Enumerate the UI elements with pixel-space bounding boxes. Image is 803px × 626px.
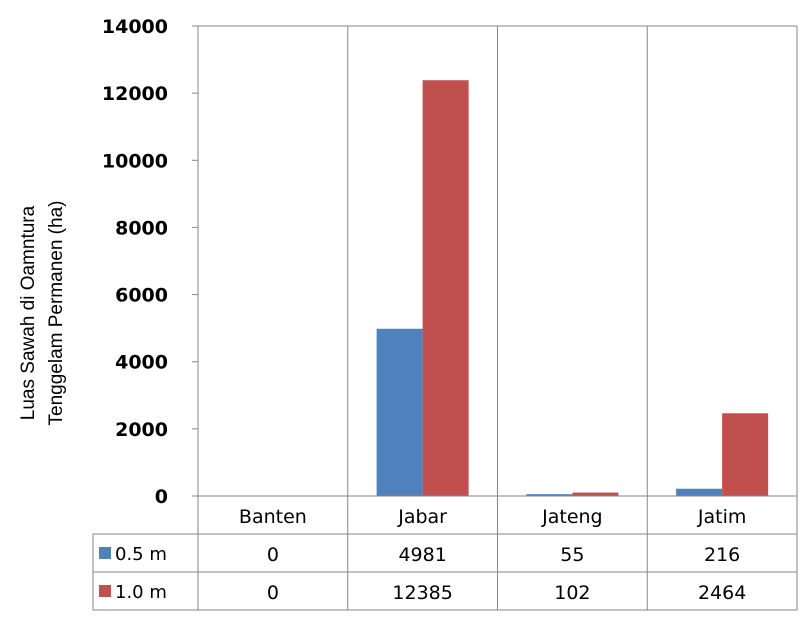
bar-1-0-m-jatim: [722, 413, 769, 496]
y-tick-label: 4000: [115, 352, 168, 374]
data-label: 0: [267, 582, 279, 604]
y-axis-title-line1: Luas Sawah di Oamntura: [18, 205, 39, 420]
y-tick-label: 8000: [115, 217, 168, 239]
data-label: 2464: [698, 582, 746, 604]
data-label: 12385: [392, 582, 452, 604]
bar-0-5-m-jatim: [676, 488, 723, 496]
bar-1-0-m-jabar: [422, 80, 469, 496]
legend-label: 0.5 m: [115, 544, 167, 565]
gridlines: [192, 25, 798, 497]
y-tick-label: 0: [155, 486, 168, 508]
bar-1-0-m-jateng: [572, 492, 619, 496]
bar-0-5-m-jabar: [376, 328, 423, 496]
data-label: 102: [554, 582, 590, 604]
x-category-label: Banten: [239, 506, 307, 528]
y-tick-label: 14000: [102, 16, 168, 38]
y-tick-label: 6000: [115, 285, 168, 307]
y-tick-label: 10000: [102, 150, 168, 172]
x-category-label: Jateng: [541, 506, 603, 528]
data-label: 216: [704, 544, 740, 566]
y-axis-title: Luas Sawah di Oamntura Tenggelam Permane…: [18, 201, 67, 426]
legend-swatch: [99, 547, 111, 559]
y-tick-label: 2000: [115, 419, 168, 441]
bar-0-5-m-jateng: [526, 494, 573, 496]
x-category-label: Jabar: [397, 506, 447, 528]
data-table: Banten Jabar Jateng Jatim 0.5 m 0 4981 55 216 1.0…: [92, 495, 798, 611]
legend-swatch: [99, 585, 111, 597]
y-tick-label: 12000: [102, 83, 168, 105]
data-label: 55: [560, 544, 584, 566]
y-axis-title-line2: Tenggelam Permanen (ha): [46, 201, 67, 426]
data-label: 4981: [398, 544, 446, 566]
x-category-label: Jatim: [697, 506, 746, 528]
y-tick-labels: 0 2000 4000 6000 8000 10000 12000 14000: [102, 16, 168, 508]
data-label: 0: [267, 544, 279, 566]
bars: [376, 80, 769, 496]
legend-label: 1.0 m: [115, 582, 167, 603]
